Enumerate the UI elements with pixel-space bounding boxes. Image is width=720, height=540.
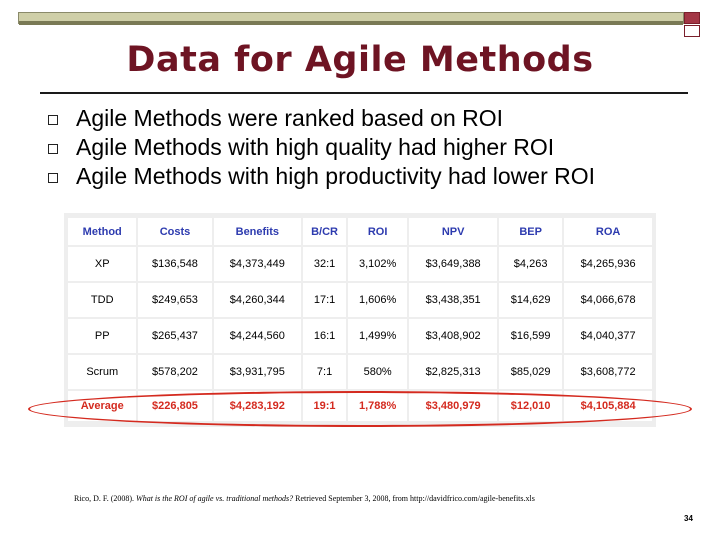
- table-cell: $265,437: [138, 319, 212, 353]
- header-method: Method: [68, 218, 137, 245]
- table-cell: $16,599: [498, 319, 563, 353]
- title-underline: [40, 92, 688, 94]
- bullet-text: Agile Methods with high quality had high…: [76, 134, 555, 160]
- table-cell: 1,606%: [347, 283, 408, 317]
- header-bcr: B/CR: [303, 218, 346, 245]
- table-cell: $4,244,560: [213, 319, 302, 353]
- corner-decoration-box-lower: [684, 25, 700, 37]
- table-row: PP $265,437 $4,244,560 16:1 1,499% $3,40…: [68, 319, 652, 353]
- table-cell: $3,438,351: [409, 283, 497, 317]
- table-cell: $578,202: [138, 355, 212, 389]
- table-cell: Scrum: [68, 355, 137, 389]
- table-cell: $4,040,377: [564, 319, 652, 353]
- square-bullet-icon: [48, 115, 58, 125]
- header-bep: BEP: [498, 218, 563, 245]
- table-cell: $2,825,313: [409, 355, 497, 389]
- header-roa: ROA: [564, 218, 652, 245]
- bullet-text: Agile Methods were ranked based on ROI: [76, 105, 504, 131]
- table-cell: $85,029: [498, 355, 563, 389]
- top-bar-accent: [19, 21, 683, 25]
- table-cell: 16:1: [303, 319, 346, 353]
- citation: Rico, D. F. (2008). What is the ROI of a…: [74, 494, 694, 503]
- table-cell: XP: [68, 247, 137, 281]
- page-number: 34: [684, 514, 693, 523]
- table-cell: $3,931,795: [213, 355, 302, 389]
- bullet-item: Agile Methods with high quality had high…: [46, 133, 595, 162]
- table-cell: $3,649,388: [409, 247, 497, 281]
- bullet-item: Agile Methods with high productivity had…: [46, 162, 595, 191]
- table-cell: $249,653: [138, 283, 212, 317]
- table-cell: TDD: [68, 283, 137, 317]
- header-benefits: Benefits: [213, 218, 302, 245]
- table-cell: $3,408,902: [409, 319, 497, 353]
- header-costs: Costs: [138, 218, 212, 245]
- slide-title: Data for Agile Methods: [126, 40, 594, 80]
- table-cell: 32:1: [303, 247, 346, 281]
- citation-suffix: Retrieved September 3, 2008, from http:/…: [293, 494, 535, 503]
- header-npv: NPV: [409, 218, 497, 245]
- table-row: TDD $249,653 $4,260,344 17:1 1,606% $3,4…: [68, 283, 652, 317]
- table-cell: $4,373,449: [213, 247, 302, 281]
- table-cell: $4,066,678: [564, 283, 652, 317]
- table-cell: 3,102%: [347, 247, 408, 281]
- roi-table-container: Method Costs Benefits B/CR ROI NPV BEP R…: [64, 213, 656, 427]
- header-roi: ROI: [347, 218, 408, 245]
- citation-title: What is the ROI of agile vs. traditional…: [136, 494, 294, 503]
- corner-decoration-box: [684, 12, 700, 24]
- table-cell: $136,548: [138, 247, 212, 281]
- table-header-row: Method Costs Benefits B/CR ROI NPV BEP R…: [68, 218, 652, 245]
- table-cell: 580%: [347, 355, 408, 389]
- table-cell: 17:1: [303, 283, 346, 317]
- square-bullet-icon: [48, 144, 58, 154]
- table-cell: $4,265,936: [564, 247, 652, 281]
- citation-prefix: Rico, D. F. (2008).: [74, 494, 137, 503]
- table-row: XP $136,548 $4,373,449 32:1 3,102% $3,64…: [68, 247, 652, 281]
- average-highlight-ellipse: [28, 391, 692, 427]
- bullet-item: Agile Methods were ranked based on ROI: [46, 104, 595, 133]
- bullet-text: Agile Methods with high productivity had…: [76, 163, 596, 189]
- bullet-list: Agile Methods were ranked based on ROI A…: [46, 104, 595, 191]
- table-cell: $14,629: [498, 283, 563, 317]
- table-cell: $4,263: [498, 247, 563, 281]
- table-cell: PP: [68, 319, 137, 353]
- table-cell: $4,260,344: [213, 283, 302, 317]
- top-decorative-bar: [18, 12, 684, 25]
- table-cell: 7:1: [303, 355, 346, 389]
- square-bullet-icon: [48, 173, 58, 183]
- table-cell: $3,608,772: [564, 355, 652, 389]
- table-row: Scrum $578,202 $3,931,795 7:1 580% $2,82…: [68, 355, 652, 389]
- table-cell: 1,499%: [347, 319, 408, 353]
